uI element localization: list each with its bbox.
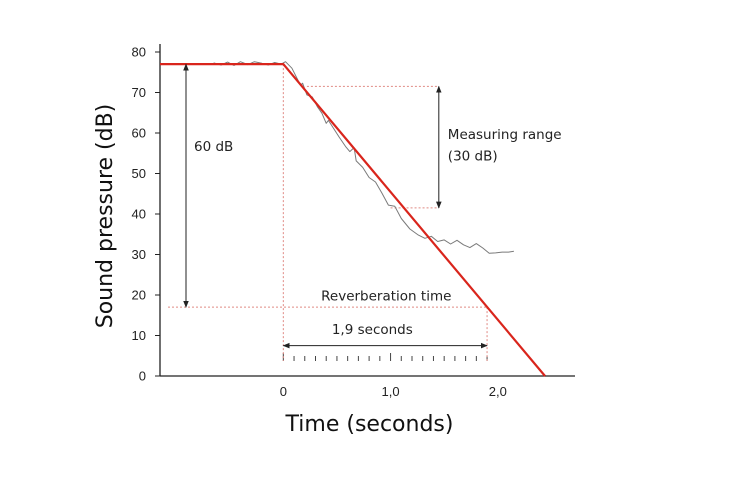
y-axis-title: Sound pressure (dB) — [93, 104, 118, 329]
y-tick-label: 20 — [132, 288, 146, 303]
sixty-db-label: 60 dB — [194, 139, 233, 155]
y-tick-label: 40 — [132, 207, 146, 222]
x-tick-label: 1,0 — [382, 384, 400, 399]
guide-lines — [168, 64, 488, 361]
x-tick-label: 0 — [280, 384, 287, 399]
y-tick-label: 10 — [132, 328, 146, 343]
measuring-range-label: Measuring range — [448, 127, 562, 143]
y-tick-label: 80 — [132, 45, 146, 60]
x-axis-title: Time (seconds) — [285, 412, 454, 437]
linear-decay-line — [160, 62, 546, 377]
x-tick-label: 2,0 — [489, 384, 507, 399]
reverberation-time-value: 1,9 seconds — [332, 322, 413, 338]
y-tick-label: 60 — [132, 126, 146, 141]
measuring-range-value: (30 dB) — [448, 149, 498, 165]
annotations: 60 dB Measuring range (30 dB) Reverberat… — [183, 63, 562, 349]
y-tick-label: 30 — [132, 247, 146, 262]
axes: 0 10 20 30 40 50 60 70 80 0 1,0 2,0 — [132, 44, 575, 399]
y-tick-label: 50 — [132, 166, 146, 181]
y-tick-label: 70 — [132, 85, 146, 100]
reverberation-time-label: Reverberation time — [321, 288, 451, 304]
y-tick-label: 0 — [139, 369, 146, 384]
series-layer — [160, 61, 546, 377]
